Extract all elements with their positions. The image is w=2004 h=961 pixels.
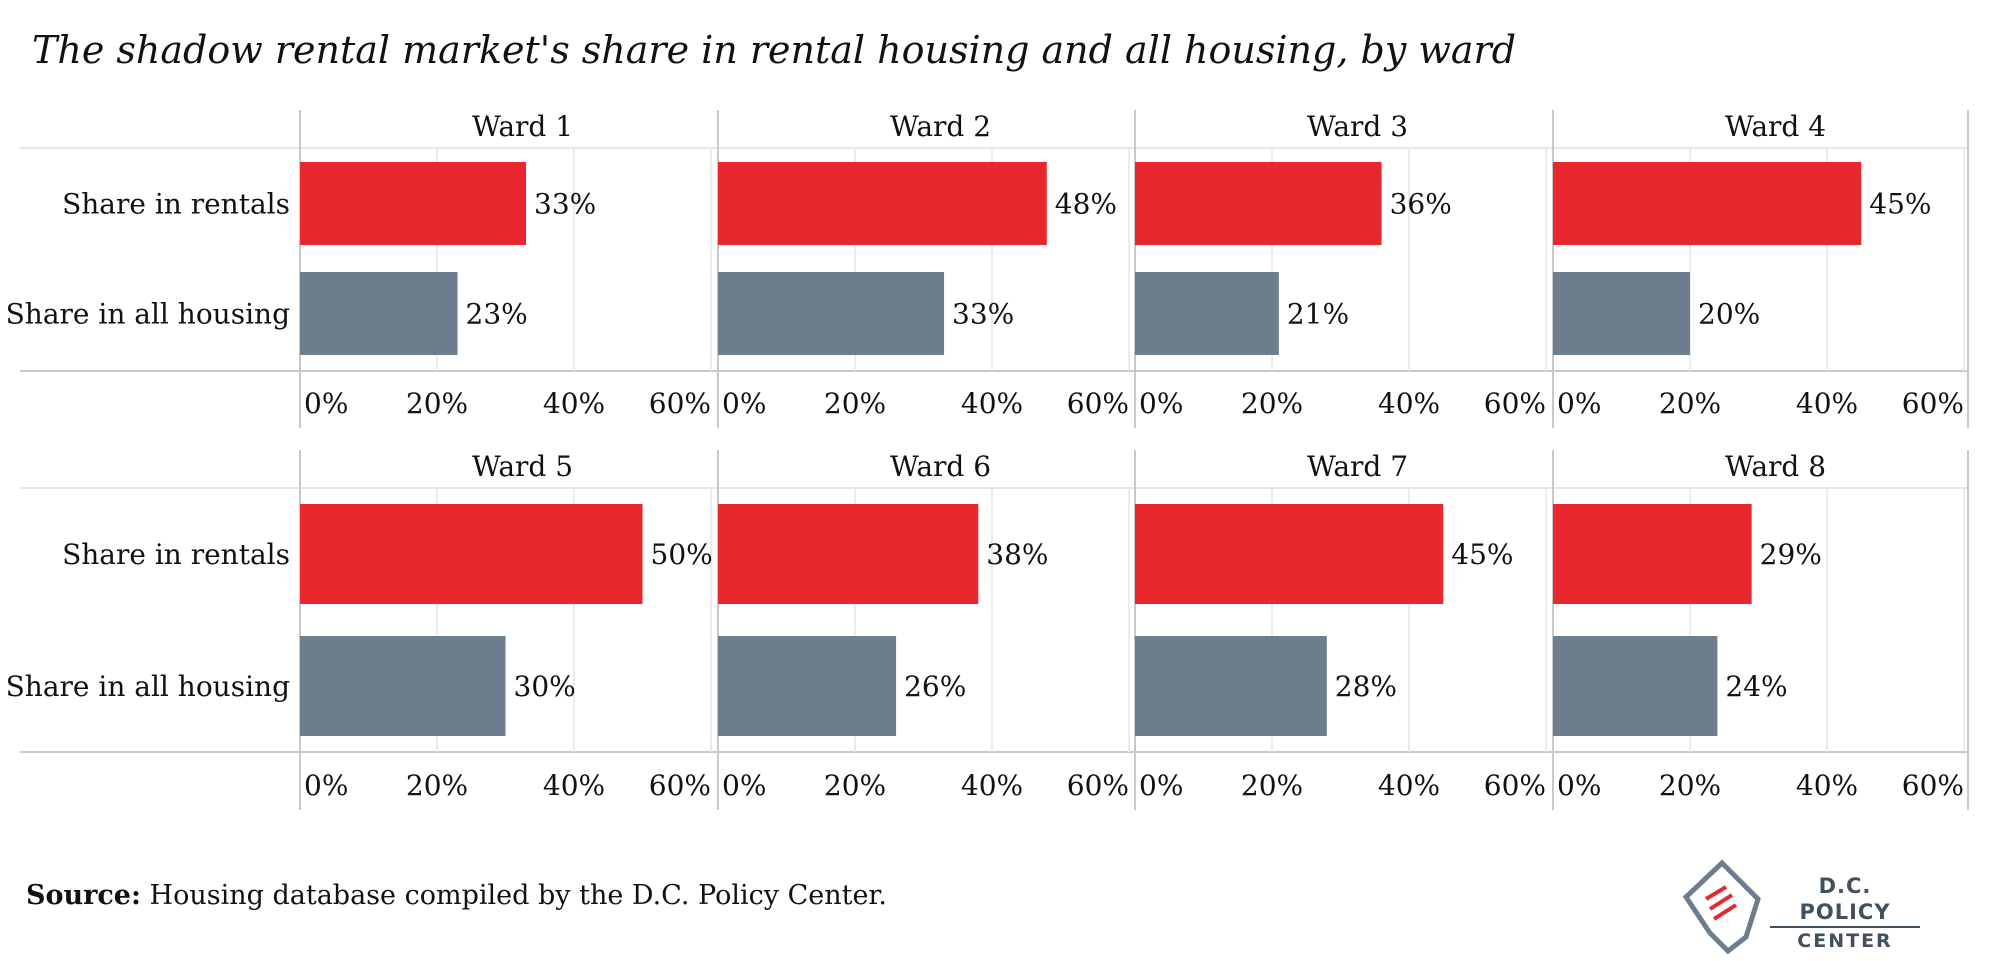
data-label: 26% [904, 670, 966, 703]
tick-label: 0% [722, 769, 766, 802]
panel-title: Ward 8 [1725, 450, 1826, 483]
tick-label: 20% [406, 387, 468, 420]
tick-label: 60% [1067, 387, 1129, 420]
data-label: 33% [952, 298, 1014, 331]
bar-share-in-all-housing [1135, 272, 1279, 355]
bar-share-in-all-housing [300, 272, 458, 355]
bar-share-in-all-housing [1553, 636, 1718, 736]
tick-label: 60% [1484, 387, 1546, 420]
tick-label: 0% [1139, 769, 1183, 802]
tick-label: 40% [1796, 769, 1858, 802]
data-label: 48% [1055, 188, 1117, 221]
data-label: 23% [466, 298, 528, 331]
bar-share-in-rentals [300, 504, 643, 604]
panel-title: Ward 3 [1307, 110, 1408, 143]
bar-share-in-rentals [1135, 504, 1444, 604]
tick-label: 60% [1484, 769, 1546, 802]
capitol-map-icon [1682, 859, 1761, 955]
logo-line-1: D.C. POLICY [1799, 874, 1891, 925]
data-label: 33% [534, 188, 596, 221]
tick-label: 40% [961, 387, 1023, 420]
tick-label: 20% [1241, 387, 1303, 420]
tick-label: 60% [649, 769, 711, 802]
tick-label: 40% [1378, 769, 1440, 802]
tick-label: 20% [406, 769, 468, 802]
tick-label: 40% [543, 387, 605, 420]
tick-label: 20% [1659, 769, 1721, 802]
panel-title: Ward 6 [890, 450, 991, 483]
tick-label: 60% [1067, 769, 1129, 802]
tick-label: 40% [1796, 387, 1858, 420]
dc-policy-center-logo: D.C. POLICY CENTER [1680, 855, 1920, 955]
source-text: Housing database compiled by the D.C. Po… [140, 880, 887, 911]
panel-title: Ward 7 [1307, 450, 1408, 483]
data-label: 21% [1287, 298, 1349, 331]
bar-share-in-rentals [1553, 504, 1752, 604]
category-label: Share in all housing [6, 670, 290, 703]
data-label: 45% [1869, 188, 1931, 221]
data-label: 24% [1725, 670, 1787, 703]
data-label: 29% [1760, 538, 1822, 571]
tick-label: 20% [824, 387, 886, 420]
tick-label: 20% [1659, 387, 1721, 420]
data-label: 36% [1390, 188, 1452, 221]
data-label: 28% [1335, 670, 1397, 703]
bar-share-in-all-housing [300, 636, 506, 736]
data-label: 45% [1451, 538, 1513, 571]
bar-share-in-all-housing [1553, 272, 1690, 355]
data-label: 20% [1698, 298, 1760, 331]
bar-share-in-rentals [1135, 162, 1382, 245]
tick-label: 40% [1378, 387, 1440, 420]
category-label: Share in rentals [62, 538, 290, 571]
tick-label: 0% [304, 769, 348, 802]
bar-share-in-rentals [300, 162, 527, 245]
bar-share-in-rentals [718, 162, 1047, 245]
bar-share-in-all-housing [718, 272, 945, 355]
panel-title: Ward 2 [890, 110, 991, 143]
tick-label: 0% [722, 387, 766, 420]
logo-line-2: CENTER [1770, 925, 1920, 954]
source-note: Source: Housing database compiled by the… [26, 880, 887, 911]
tick-label: 0% [304, 387, 348, 420]
tick-label: 20% [824, 769, 886, 802]
category-label: Share in all housing [6, 298, 290, 331]
panel-title: Ward 1 [472, 110, 573, 143]
chart-title: The shadow rental market's share in rent… [32, 28, 1517, 72]
data-label: 30% [514, 670, 576, 703]
small-multiples-chart: Share in rentals Share in all housing Ward… [6, 110, 1969, 810]
source-label: Source: [26, 880, 141, 911]
tick-label: 60% [1902, 769, 1964, 802]
bar-share-in-all-housing [1135, 636, 1327, 736]
bar-share-in-rentals [1553, 162, 1862, 245]
tick-label: 0% [1139, 387, 1183, 420]
tick-label: 20% [1241, 769, 1303, 802]
tick-label: 60% [649, 387, 711, 420]
category-label: Share in rentals [62, 188, 290, 221]
bar-share-in-all-housing [718, 636, 897, 736]
tick-label: 0% [1557, 387, 1601, 420]
data-label: 50% [651, 538, 713, 571]
data-label: 38% [986, 538, 1048, 571]
tick-label: 60% [1902, 387, 1964, 420]
tick-label: 40% [543, 769, 605, 802]
tick-label: 40% [961, 769, 1023, 802]
panel-title: Ward 4 [1725, 110, 1826, 143]
bar-share-in-rentals [718, 504, 979, 604]
tick-label: 0% [1557, 769, 1601, 802]
panel-title: Ward 5 [472, 450, 573, 483]
